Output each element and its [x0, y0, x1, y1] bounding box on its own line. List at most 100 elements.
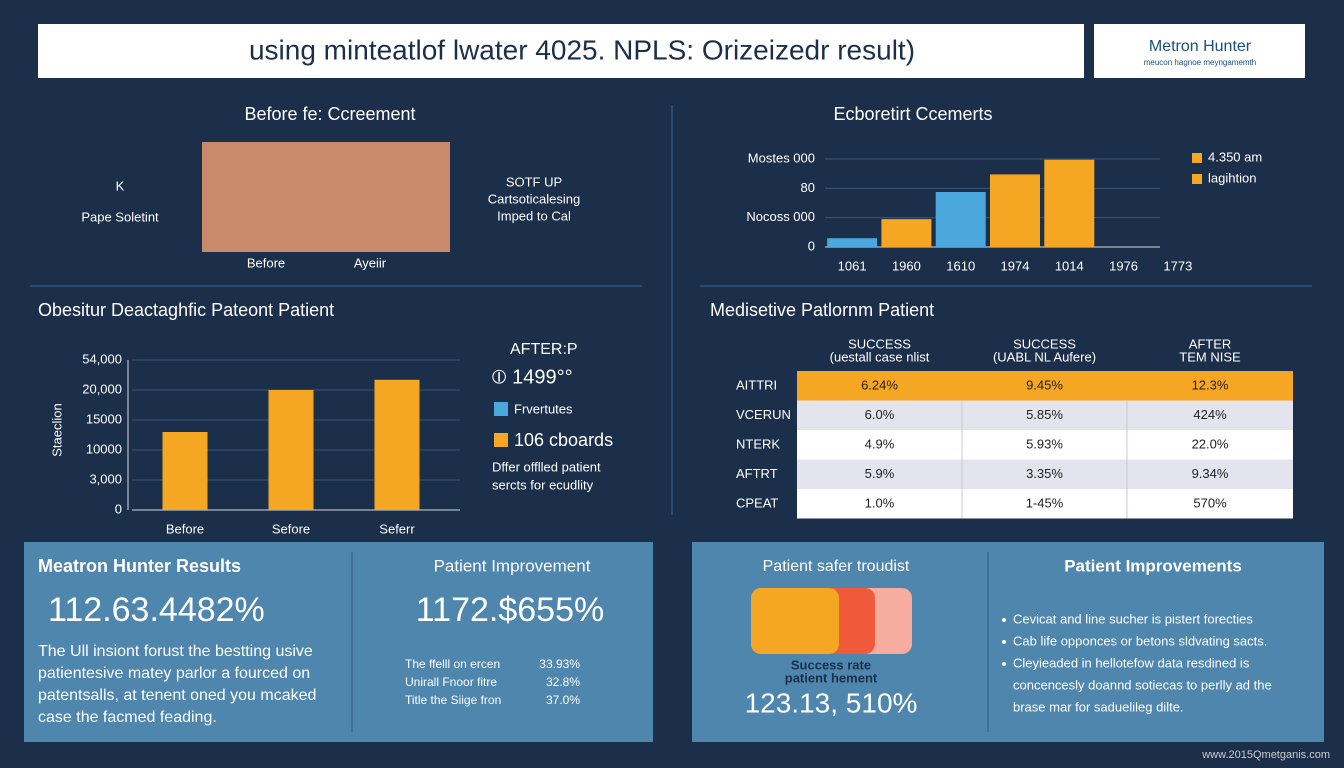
- y-tick-label: 54,000: [82, 351, 122, 366]
- stat-row: 37.0%: [546, 693, 580, 707]
- header-box: [38, 24, 1084, 78]
- stat-row: 33.93%: [539, 657, 580, 671]
- page-title: using minteatlof lwater 4025. NPLS: Oriz…: [249, 34, 915, 65]
- y-tick-label: 3,000: [89, 471, 122, 486]
- paragraph-line: patientesive matey parlor a fourced on: [38, 665, 310, 682]
- row-label: AFTRT: [736, 466, 778, 481]
- table-cell: 6.0%: [865, 407, 895, 422]
- table-row: [797, 489, 1293, 519]
- stat-row: Unirall Fnoor fitre: [405, 675, 497, 689]
- chart-title: Obesitur Deactaghfic Pateont Patient: [38, 300, 334, 320]
- table-header: (UABL NL Aufere): [993, 349, 1096, 364]
- table-header: (uestall case nlist: [830, 349, 930, 364]
- row-label: NTERK: [736, 436, 780, 451]
- table-header: AFTER: [1189, 336, 1232, 351]
- bullet-text: Cab life opponces or betons sldvating sa…: [1013, 633, 1267, 648]
- row-label: CPEAT: [736, 495, 778, 510]
- bullet: [1002, 618, 1006, 622]
- bullet: [1002, 662, 1006, 666]
- label: Ayeiir: [354, 255, 387, 270]
- paragraph-line: The Ull insiont forust the bestting usiv…: [38, 643, 313, 660]
- x-tick-label: 1976: [1109, 258, 1138, 273]
- legend-label: 4.350 am: [1208, 149, 1262, 164]
- brand-sub: meucon hagnoe meyngamemth: [1144, 58, 1257, 67]
- photo: [202, 142, 450, 252]
- table-row: [797, 400, 1293, 430]
- bar: [1044, 159, 1095, 247]
- stat-row: 32.8%: [546, 675, 580, 689]
- row-label: AITTRI: [736, 377, 777, 392]
- label: SOTF UP: [506, 174, 562, 189]
- bar: [935, 192, 986, 247]
- legend-swatch: [494, 402, 508, 416]
- legend-label: lagihtion: [1208, 170, 1256, 185]
- y-tick-label: Nocoss 000: [746, 209, 815, 224]
- panel-title: Meatron Hunter Results: [38, 556, 241, 576]
- y-tick-label: Mostes 000: [748, 150, 815, 165]
- table-cell: 1-45%: [1026, 495, 1064, 510]
- table-cell: 424%: [1193, 407, 1227, 422]
- mark: K: [116, 178, 125, 193]
- y-tick-label: 15000: [86, 411, 122, 426]
- table-header: TEM NISE: [1179, 349, 1241, 364]
- bar: [162, 432, 208, 510]
- label: patient hement: [785, 670, 878, 685]
- y-tick-label: 20,000: [82, 381, 122, 396]
- y-tick-label: 0: [808, 238, 815, 253]
- stat-row: The ffelll on ercen: [405, 657, 500, 671]
- table-cell: 1.0%: [865, 495, 895, 510]
- y-tick-label: 10000: [86, 441, 122, 456]
- label: Pape Soletint: [81, 209, 159, 224]
- panel-title: Patient Improvements: [1064, 556, 1242, 575]
- x-tick-label: Sefore: [272, 521, 310, 536]
- bullet: [1002, 640, 1006, 644]
- note: Dffer offlled patient: [492, 459, 601, 474]
- bullet-text: brase mar for saduelileg dilte.: [1013, 699, 1184, 714]
- table-cell: 9.34%: [1192, 466, 1229, 481]
- axis-label: Staeclion: [49, 403, 64, 456]
- label: Before: [247, 255, 285, 270]
- bar: [881, 219, 932, 247]
- bar: [827, 238, 878, 247]
- legend-title: AFTER:P: [510, 341, 578, 358]
- row-label: VCERUN: [736, 407, 791, 422]
- y-tick-label: 0: [115, 501, 122, 516]
- table-cell: 3.35%: [1026, 466, 1063, 481]
- table-row: [797, 459, 1293, 489]
- table-row: [797, 430, 1293, 460]
- bar: [268, 390, 314, 510]
- x-tick-label: 1773: [1163, 258, 1192, 273]
- table-header: SUCCESS: [1013, 336, 1076, 351]
- x-tick-label: 1610: [946, 258, 975, 273]
- brand: Metron Hunter: [1149, 38, 1252, 55]
- panel-title: Before fe: Ccreement: [244, 104, 415, 124]
- panel-title: Patient Improvement: [434, 556, 591, 575]
- results-panel: [24, 542, 653, 742]
- big-value: 112.63.4482%: [48, 591, 265, 629]
- label: Imped to Cal: [497, 208, 571, 223]
- segment: [751, 588, 839, 654]
- legend-swatch: [1192, 153, 1202, 163]
- table-title: Medisetive Patlornm Patient: [710, 300, 934, 320]
- table-cell: 5.93%: [1026, 436, 1063, 451]
- legend-label: 106 cboards: [514, 430, 613, 450]
- table-cell: 6.24%: [861, 377, 898, 392]
- legend-label: Frvertutes: [514, 401, 573, 416]
- x-tick-label: Before: [166, 521, 204, 536]
- stat-row: Title the Siige fron: [405, 693, 501, 707]
- table-cell: 5.9%: [865, 466, 895, 481]
- legend-swatch: [1192, 174, 1202, 184]
- table-cell: 4.9%: [865, 436, 895, 451]
- table-cell: 9.45%: [1026, 377, 1063, 392]
- x-tick-label: Seferr: [379, 521, 415, 536]
- y-tick-label: 80: [801, 180, 815, 195]
- table-cell: 5.85%: [1026, 407, 1063, 422]
- brand-box: [1094, 24, 1305, 78]
- bullet-text: Cleyieaded in hellotefow data resdined i…: [1013, 655, 1250, 670]
- note: sercts for ecudlity: [492, 477, 594, 492]
- label: Cartsoticalesing: [488, 191, 581, 206]
- panel-title: Patient safer troudist: [763, 558, 910, 575]
- table-header: SUCCESS: [848, 336, 911, 351]
- table-cell: 22.0%: [1192, 436, 1229, 451]
